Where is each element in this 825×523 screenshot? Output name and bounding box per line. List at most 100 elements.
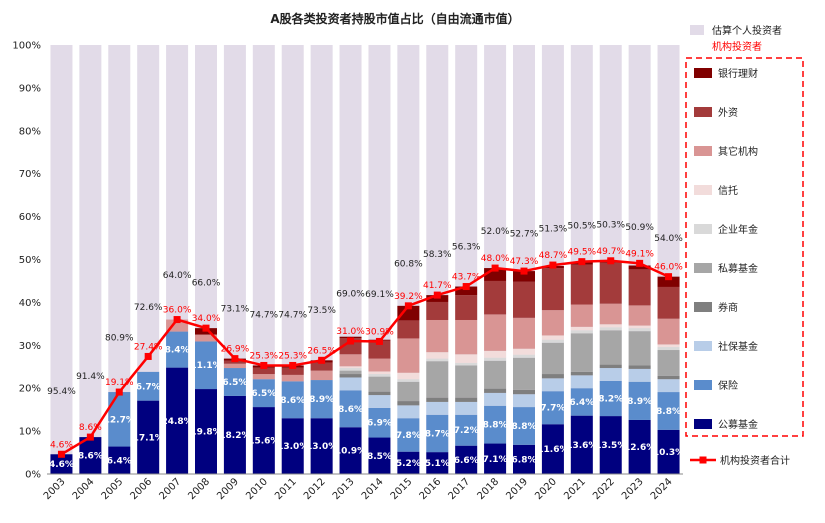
segment-label: 7.7% [540, 404, 565, 414]
segment-label: 7.1% [483, 455, 508, 465]
bar-segment [137, 400, 160, 474]
bar-segment [252, 367, 275, 375]
total-label: 43.7% [452, 273, 481, 283]
bar-segment [541, 424, 564, 474]
bar-segment [368, 407, 391, 438]
individual-label: 91.4% [76, 372, 105, 382]
individual-bar [79, 45, 102, 474]
legend-label: 企业年金 [718, 223, 758, 236]
legend-swatch [694, 107, 712, 117]
legend-label-individual: 估算个人投资者 [712, 24, 782, 37]
bar-segment [426, 401, 449, 415]
segment-label: 7.2% [454, 426, 479, 436]
individual-label: 56.3% [452, 243, 481, 253]
segment-label: 6.7% [136, 382, 161, 392]
bar-segment [397, 405, 420, 419]
segment-label: 8.5% [367, 452, 392, 462]
total-marker [173, 316, 181, 324]
individual-label: 73.1% [221, 305, 250, 315]
x-tick-label: 2005 [100, 476, 126, 502]
segment-label: 8.8% [656, 407, 681, 417]
total-marker [404, 302, 412, 310]
bar-segment [223, 368, 246, 396]
segment-label: 6.5% [222, 378, 247, 388]
bar-segment [108, 392, 131, 447]
segment-label: 6.6% [454, 456, 479, 466]
bar-segment [426, 358, 449, 362]
total-marker [520, 267, 528, 275]
bar-segment [252, 374, 275, 380]
chart-title: A股各类投资者持股市值占比（自由流通市值） [270, 11, 519, 26]
bar-segment [426, 414, 449, 453]
bar-segment [541, 342, 564, 375]
legend-swatch [694, 263, 712, 273]
bar-segment [657, 347, 680, 351]
bar-segment [455, 295, 478, 320]
total-marker [202, 324, 210, 332]
bar-segment [599, 262, 622, 304]
bar-segment [50, 454, 73, 474]
bar-segment [397, 305, 420, 321]
bar-segment [513, 407, 535, 445]
legend-label: 公募基金 [718, 418, 758, 431]
bar-segment [137, 371, 160, 401]
bar-segment [657, 350, 680, 376]
bar-segment [368, 371, 391, 375]
bar-segment [397, 418, 420, 452]
legend-label: 券商 [718, 301, 738, 314]
x-tick-label: 2014 [360, 476, 386, 502]
bar-segment [599, 416, 622, 474]
segment-label: 8.6% [338, 405, 363, 415]
bar-segment [397, 320, 420, 339]
bar-segment [657, 276, 680, 287]
segment-label: 6.4% [107, 456, 132, 466]
legend-swatch-individual [690, 25, 704, 35]
total-label: 25.3% [278, 351, 307, 361]
bar-segment [339, 370, 362, 375]
total-label: 8.6% [79, 423, 102, 433]
total-label: 26.9% [221, 345, 250, 355]
bar-segment [657, 392, 680, 430]
bar-segment [484, 392, 507, 406]
bar-segment [310, 418, 333, 474]
segment-label: 5.2% [396, 459, 421, 469]
total-label: 49.5% [568, 248, 597, 258]
bar-segment [339, 377, 362, 391]
bar-segment [368, 358, 391, 372]
total-marker [607, 257, 615, 265]
bar-segment [570, 326, 593, 331]
segment-label: 12.7% [104, 415, 135, 425]
bar-segment [541, 268, 564, 311]
bar-segment [628, 325, 651, 329]
individual-label: 52.7% [510, 229, 539, 239]
segment-label: 8.4% [165, 346, 190, 356]
bar-segment [484, 357, 507, 361]
total-marker [347, 337, 355, 345]
bar-segment [657, 375, 680, 380]
bar-segment [397, 379, 420, 382]
legend-label: 保险 [718, 379, 738, 392]
bar-segment [484, 388, 507, 393]
segment-label: 6.8% [512, 455, 537, 465]
segment-label: 10.3% [653, 448, 684, 458]
bar-segment [541, 391, 564, 425]
individual-label: 72.6% [134, 303, 163, 313]
x-tick-label: 2012 [302, 476, 328, 502]
bar-segment [397, 381, 420, 402]
segment-label: 7.8% [396, 431, 421, 441]
bar-segment [541, 374, 564, 379]
total-label: 39.2% [394, 292, 423, 302]
bar-segment [599, 303, 622, 325]
individual-label: 60.8% [394, 259, 423, 269]
individual-label: 54.0% [654, 234, 683, 244]
bar-segment [455, 365, 478, 398]
total-label: 25.3% [250, 351, 279, 361]
bar-segment [657, 429, 680, 474]
bar-segment [281, 418, 304, 474]
y-tick-label: 60% [19, 212, 41, 223]
segment-label: 13.0% [306, 442, 337, 452]
bar-segment [166, 367, 189, 474]
bar-segment [426, 452, 449, 474]
bar-segment [513, 348, 535, 355]
